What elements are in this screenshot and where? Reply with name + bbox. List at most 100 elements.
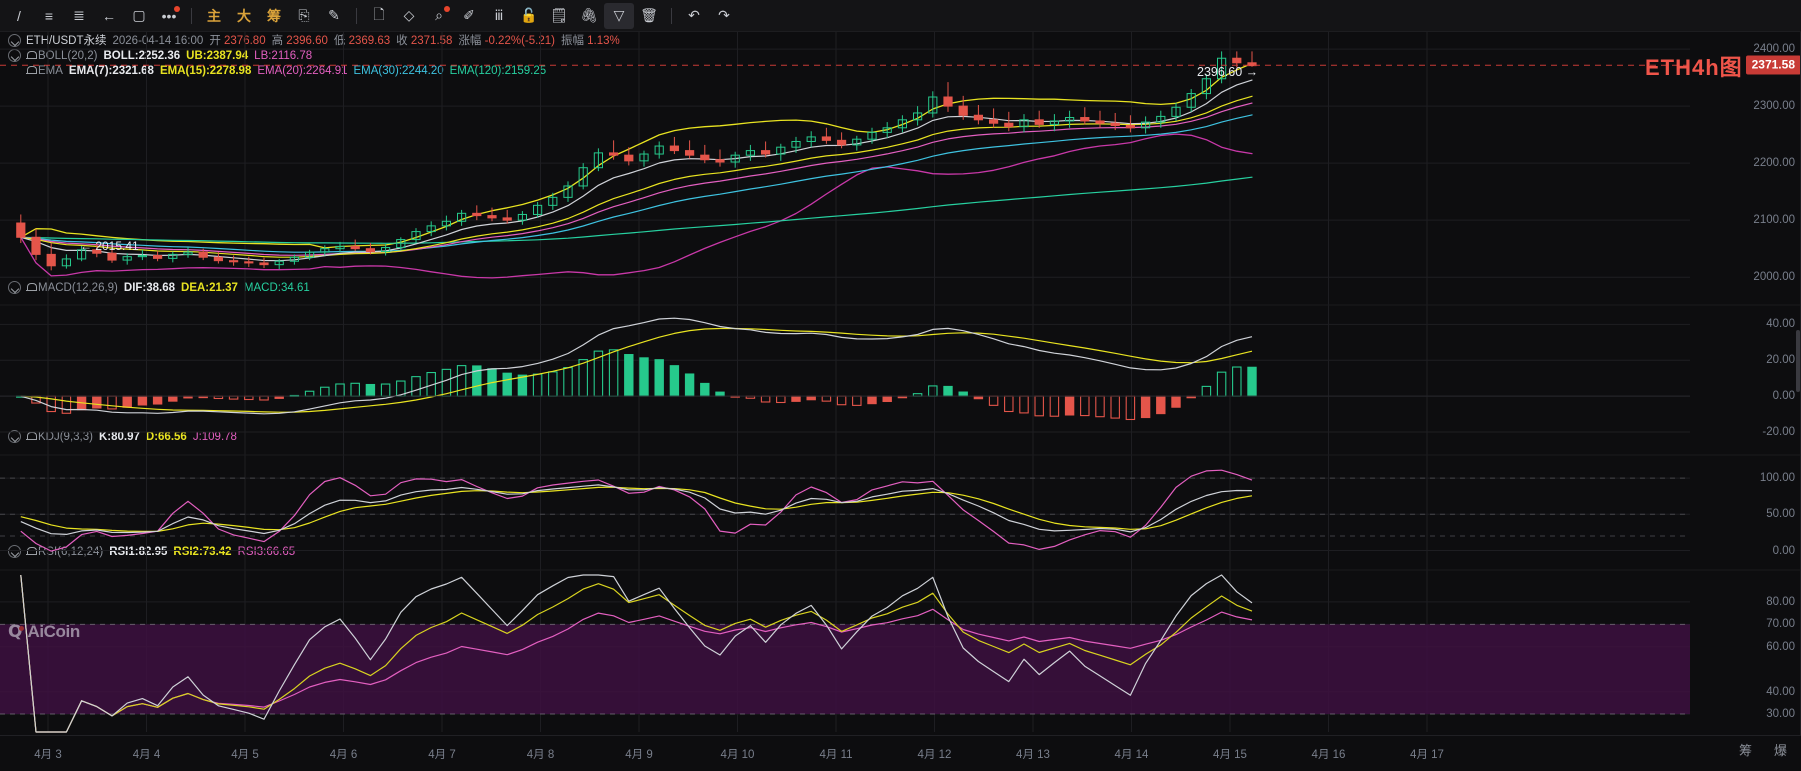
eraser-tool[interactable]: ◇: [403, 7, 415, 23]
link-tool[interactable]: 🖇: [580, 7, 598, 23]
ema120-value: EMA(120):2159.25: [449, 65, 547, 77]
macd-axis-tick: -20.00: [1762, 426, 1795, 439]
change-value: -0.22%(-5.21): [484, 35, 555, 47]
boll-mid-value: BOLL:2252.36: [103, 50, 181, 62]
collapse-icon-macd[interactable]: [8, 281, 21, 294]
rsi-title[interactable]: RSI(6,12,24): [38, 546, 104, 558]
boll-upper-value: UB:2387.94: [186, 50, 249, 62]
logo-dot-icon: [19, 626, 25, 631]
kdj-axis-tick: 50.00: [1766, 508, 1795, 521]
main-force-button[interactable]: 主: [207, 7, 221, 24]
rsi1-value: RSI1:82.95: [109, 546, 168, 558]
time-axis-tick: 4月 3: [34, 749, 62, 761]
time-axis-tick: 4月 10: [720, 749, 755, 761]
collapse-icon-rsi[interactable]: [8, 545, 21, 558]
rsi-axis-tick: 40.00: [1766, 685, 1795, 698]
parallel-channel-tool[interactable]: ≣: [73, 7, 85, 23]
ema15-value: EMA(15):2278.98: [159, 65, 252, 77]
high-value: 2396.60: [286, 35, 328, 47]
rsi2-value: RSI2:73.42: [173, 546, 232, 558]
low-value: 2369.63: [348, 35, 391, 47]
period-low-marker: ← 2015.41: [80, 239, 139, 253]
kdj-axis-tick: 100.00: [1759, 472, 1795, 485]
kdj-axis-tick: 0.00: [1772, 544, 1795, 557]
time-axis-tick: 4月 6: [329, 749, 358, 761]
more-shapes-tool[interactable]: •••: [154, 3, 184, 29]
time-axis-tick: 4月 5: [231, 749, 259, 761]
chips-indicator-button[interactable]: 筹: [1738, 743, 1752, 758]
close-label: 收: [396, 35, 408, 47]
legend-kdj: KDJ(9,3,3) K:80.97 D:66.56 J:109.78: [8, 430, 237, 444]
horizontal-lines-tool[interactable]: ≡: [44, 7, 54, 24]
time-axis[interactable]: 4月 3 4月 4 4月 5 4月 6 4月 7 4月 8 4月 9 4月 10 4月 11 4月…: [0, 735, 1801, 771]
notification-dot-icon: [174, 5, 180, 12]
alert-bell-icon-macd[interactable]: [26, 282, 37, 293]
pen-tool[interactable]: ✐: [463, 7, 475, 23]
lock-tool[interactable]: 🔓: [520, 7, 538, 23]
list-tool[interactable]: 🗒: [550, 7, 568, 23]
rsi-axis-tick: 80.00: [1766, 595, 1795, 608]
rsi-axis-tick: 70.00: [1766, 618, 1795, 631]
aicoin-logo: Q AiCoin: [8, 622, 80, 642]
delete-tool[interactable]: 🗑: [640, 7, 658, 23]
kdj-k-value: K:80.97: [98, 431, 140, 443]
draw-tool[interactable]: ✎: [328, 7, 340, 23]
chips-button[interactable]: 筹: [267, 7, 281, 24]
ema20-value: EMA(20):2264.91: [257, 65, 348, 77]
symbol-name[interactable]: ETH/USDT永续: [26, 35, 107, 47]
last-price-badge[interactable]: 2371.58: [1745, 55, 1801, 75]
change-label: 涨幅: [458, 35, 482, 47]
rsi-axis-tick: 60.00: [1766, 640, 1795, 653]
redo-button[interactable]: ↷: [718, 7, 730, 23]
price-axis-tick: 2200.00: [1753, 157, 1795, 170]
kdj-j-value: J:109.78: [192, 431, 237, 443]
price-axis-tick: 2300.00: [1753, 100, 1795, 113]
collapse-icon-kdj[interactable]: [8, 430, 21, 443]
undo-button[interactable]: ↶: [688, 7, 700, 23]
ema-title[interactable]: EMA: [38, 65, 63, 77]
magnet-tool[interactable]: ⎘: [298, 7, 310, 23]
ema7-value: EMA(7):2321.68: [68, 65, 154, 77]
open-label: 开: [209, 35, 221, 47]
rsi3-value: RSI3:66.65: [237, 546, 296, 558]
separator-3: [671, 7, 672, 24]
time-axis-tick: 4月 12: [917, 749, 952, 761]
zoom-alert-tool[interactable]: ⌕: [424, 3, 454, 29]
time-axis-tick: 4月 4: [132, 749, 161, 761]
amplitude-value: 1.13%: [587, 35, 620, 47]
alert-bell-icon-ema[interactable]: [26, 65, 37, 76]
low-label: 低: [333, 35, 346, 47]
filter-tool[interactable]: ▽: [604, 2, 634, 29]
separator-2: [356, 7, 357, 24]
time-axis-tick: 4月 13: [1016, 749, 1050, 761]
vertical-scrollbar[interactable]: [1796, 330, 1800, 392]
macd-axis-tick: 20.00: [1766, 354, 1795, 367]
price-axis-tick: 2400.00: [1753, 43, 1795, 56]
logo-text: AiCoin: [27, 622, 80, 641]
arrow-tool[interactable]: ←: [102, 7, 116, 24]
indicator-tool[interactable]: ⅲ: [494, 7, 504, 23]
boll-title[interactable]: BOLL(20,2): [38, 50, 98, 62]
notification-dot-icon: [444, 5, 450, 12]
time-axis-tick: 4月 9: [625, 749, 653, 761]
note-tool[interactable]: 🗋: [373, 5, 385, 22]
drawing-toolbar: / ≡ ≣ ← ▢ ••• 主大筹 ⎘ ✎ 🗋 ◇ ⌕ ✐ ⅲ 🔓 🗒 🖇 ▽ 🗑 ↶ ↷: [0, 0, 1801, 32]
time-axis-tick: 4月 7: [428, 749, 456, 761]
alert-bell-icon-boll[interactable]: [26, 50, 37, 61]
chart-canvas[interactable]: [0, 32, 1801, 735]
price-axis-tick: 2100.00: [1753, 214, 1795, 227]
rectangle-tool[interactable]: ▢: [132, 7, 146, 23]
macd-hist-value: MACD:34.61: [243, 282, 310, 294]
big-orders-button[interactable]: 大: [237, 7, 251, 24]
legend-boll: BOLL(20,2) BOLL:2252.36 UB:2387.94 LB:2116.…: [8, 49, 312, 63]
macd-axis-tick: 0.00: [1772, 390, 1795, 403]
burst-indicator-button[interactable]: 爆: [1773, 743, 1787, 758]
time-axis-tick: 4月 17: [1410, 749, 1444, 761]
rsi-axis-tick: 30.00: [1766, 708, 1795, 721]
collapse-icon-main[interactable]: [8, 34, 21, 47]
kdj-title[interactable]: KDJ(9,3,3): [38, 431, 93, 443]
time-axis-tick: 4月 11: [819, 749, 853, 761]
trendline-tool[interactable]: /: [17, 7, 21, 24]
macd-title[interactable]: MACD(12,26,9): [38, 282, 118, 294]
